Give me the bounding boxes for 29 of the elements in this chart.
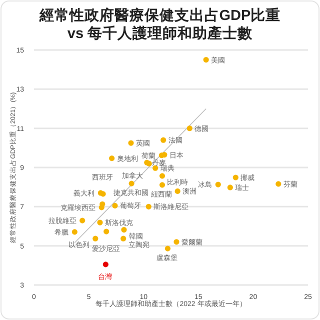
point xyxy=(128,180,134,186)
point xyxy=(121,226,127,233)
point xyxy=(232,174,238,180)
point xyxy=(120,236,126,242)
point xyxy=(174,188,180,194)
point xyxy=(102,262,108,268)
point xyxy=(72,229,78,235)
point xyxy=(164,246,171,252)
point xyxy=(92,236,98,242)
point xyxy=(174,239,180,245)
point xyxy=(98,204,104,210)
point xyxy=(80,218,86,224)
point xyxy=(162,152,168,158)
point xyxy=(276,181,282,187)
point xyxy=(159,173,166,179)
point xyxy=(109,155,115,162)
chart-title: 經常性政府醫療保健支出占GDP比重 vs 每千人護理師和助產士數 xyxy=(38,6,281,42)
point xyxy=(97,220,103,226)
point xyxy=(160,137,166,143)
point xyxy=(100,191,106,197)
point xyxy=(203,56,209,63)
point xyxy=(104,228,110,234)
point xyxy=(227,184,233,190)
point xyxy=(112,202,118,208)
point xyxy=(215,182,221,188)
point xyxy=(146,204,152,210)
point xyxy=(128,140,134,146)
point xyxy=(186,126,192,132)
point xyxy=(159,182,166,188)
